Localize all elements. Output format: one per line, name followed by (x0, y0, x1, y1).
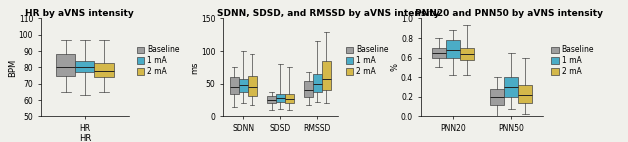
Text: PNN20 and PNN50 by aVNS intensity: PNN20 and PNN50 by aVNS intensity (414, 9, 603, 18)
PathPatch shape (248, 76, 257, 96)
Y-axis label: BPM: BPM (8, 58, 18, 77)
PathPatch shape (313, 74, 322, 92)
Legend: Baseline, 1 mA, 2 mA: Baseline, 1 mA, 2 mA (345, 45, 389, 77)
PathPatch shape (432, 48, 446, 58)
Text: HR by aVNS intensity: HR by aVNS intensity (25, 9, 134, 18)
Legend: Baseline, 1 mA, 2 mA: Baseline, 1 mA, 2 mA (550, 45, 595, 77)
PathPatch shape (285, 94, 294, 103)
Legend: Baseline, 1 mA, 2 mA: Baseline, 1 mA, 2 mA (136, 45, 181, 77)
X-axis label: HR: HR (78, 134, 91, 142)
PathPatch shape (490, 89, 504, 105)
PathPatch shape (75, 61, 94, 72)
Text: SDNN, SDSD, and RMSSD by aVNS intensity: SDNN, SDSD, and RMSSD by aVNS intensity (217, 9, 440, 18)
PathPatch shape (504, 77, 518, 97)
PathPatch shape (276, 94, 285, 102)
PathPatch shape (460, 48, 474, 60)
PathPatch shape (230, 77, 239, 94)
PathPatch shape (322, 61, 331, 90)
PathPatch shape (304, 81, 313, 97)
PathPatch shape (239, 79, 248, 92)
PathPatch shape (56, 54, 75, 76)
PathPatch shape (267, 96, 276, 103)
PathPatch shape (446, 40, 460, 58)
Y-axis label: ms: ms (190, 61, 200, 74)
PathPatch shape (518, 85, 532, 103)
PathPatch shape (94, 63, 114, 77)
Y-axis label: %: % (391, 63, 399, 71)
